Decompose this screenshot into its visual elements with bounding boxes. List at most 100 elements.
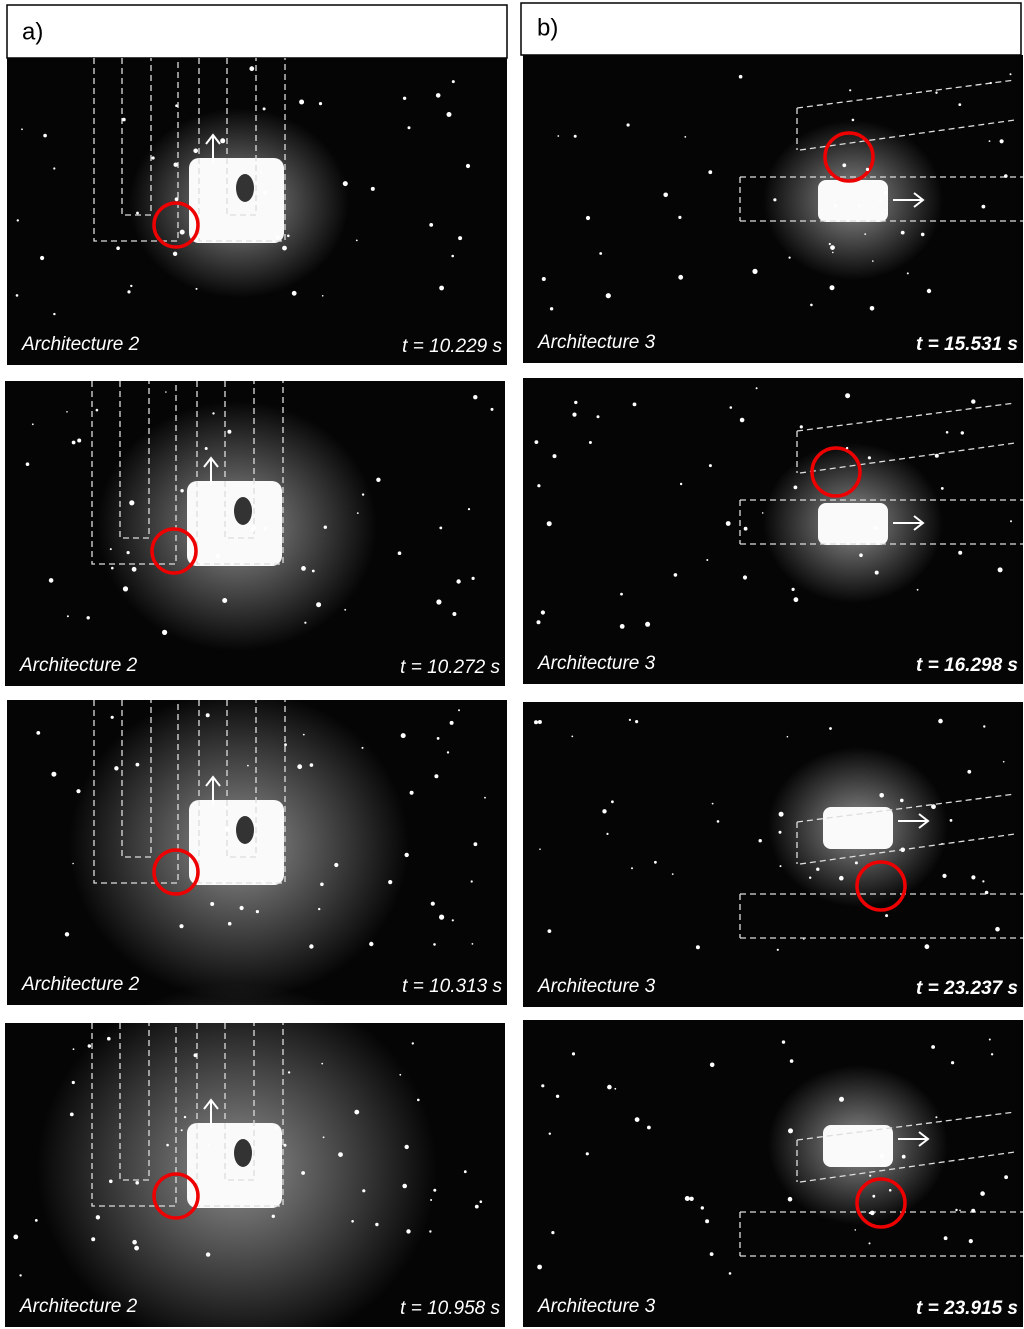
spark (541, 1084, 544, 1087)
spark (362, 1189, 365, 1192)
panel-time: t = 10.958 s (400, 1298, 500, 1319)
spark (780, 865, 782, 867)
spark (941, 843, 943, 845)
spark (452, 80, 455, 83)
spark (935, 454, 939, 458)
spark (402, 1184, 407, 1189)
spark (474, 842, 478, 846)
molten-pool (823, 807, 893, 849)
spark (985, 891, 989, 895)
header-box (521, 3, 1021, 55)
spark (26, 462, 30, 466)
spark (356, 240, 358, 242)
spark (362, 747, 364, 749)
spark (122, 118, 126, 122)
spark (717, 820, 720, 823)
panel-time: t = 10.272 s (400, 657, 500, 678)
photo-panel: Architecture 2t = 10.313 s (7, 690, 507, 1005)
spark (264, 527, 267, 530)
spark (312, 570, 315, 573)
spark (873, 526, 877, 530)
spark (399, 1074, 401, 1076)
spark (779, 812, 784, 817)
spark (408, 126, 411, 129)
spark (452, 919, 454, 921)
spark (635, 1117, 640, 1122)
spark (436, 599, 441, 604)
spark (739, 75, 743, 79)
spark (473, 395, 477, 399)
spark (689, 1197, 693, 1201)
spark (950, 819, 953, 822)
spark (645, 622, 650, 627)
spark (433, 943, 436, 946)
panel-caption: Architecture 2 (19, 1296, 138, 1317)
spark (132, 1240, 137, 1245)
spark (472, 943, 474, 945)
spark (597, 415, 600, 418)
spark (247, 765, 249, 767)
spark (777, 949, 779, 951)
spark (773, 198, 776, 201)
spark (309, 944, 313, 948)
spark (852, 119, 855, 122)
spark (275, 1126, 278, 1129)
spark (458, 236, 462, 240)
spark (982, 205, 986, 209)
spark (961, 431, 964, 434)
spark (196, 288, 198, 290)
spark (879, 199, 881, 201)
spark (73, 1048, 75, 1050)
spark (709, 464, 712, 467)
panel-caption: Architecture 2 (19, 655, 138, 676)
spark (227, 430, 231, 434)
spark (606, 293, 611, 298)
spark (412, 1042, 414, 1044)
spark (357, 512, 359, 514)
spark (884, 1128, 886, 1130)
spark (304, 622, 306, 624)
spark (971, 399, 975, 403)
spark (931, 1045, 935, 1049)
spark (678, 216, 681, 219)
spark (406, 1229, 410, 1233)
spark (205, 492, 207, 494)
spark (1010, 520, 1012, 522)
spark (240, 906, 244, 910)
spark (53, 167, 55, 169)
spark (216, 554, 220, 558)
spark (696, 945, 700, 949)
spark (287, 235, 290, 238)
spark (439, 527, 442, 530)
spark (228, 922, 232, 926)
spark (152, 156, 155, 159)
spark (830, 285, 835, 290)
panel-caption: Architecture 3 (537, 1296, 656, 1317)
spark (135, 1181, 139, 1185)
spark (574, 401, 577, 404)
spark (338, 1152, 343, 1157)
spark (484, 797, 486, 799)
spark (456, 579, 460, 583)
spark (110, 548, 112, 550)
spark (730, 406, 733, 409)
spark (982, 880, 984, 882)
spark (635, 720, 638, 723)
panel-caption: Architecture 2 (21, 334, 140, 355)
column-label: b) (537, 14, 558, 41)
spark (212, 412, 214, 414)
spark (614, 1088, 616, 1090)
spark (1000, 139, 1004, 143)
spark (803, 938, 805, 940)
spark (744, 527, 748, 531)
spark (206, 1252, 210, 1256)
spark (464, 1170, 467, 1173)
spark (433, 1189, 436, 1192)
spark (40, 256, 44, 260)
spark (1003, 761, 1005, 763)
spark (276, 235, 280, 239)
spark (980, 1191, 985, 1196)
spark (1010, 73, 1012, 75)
spark (127, 551, 130, 554)
spark (620, 593, 623, 596)
